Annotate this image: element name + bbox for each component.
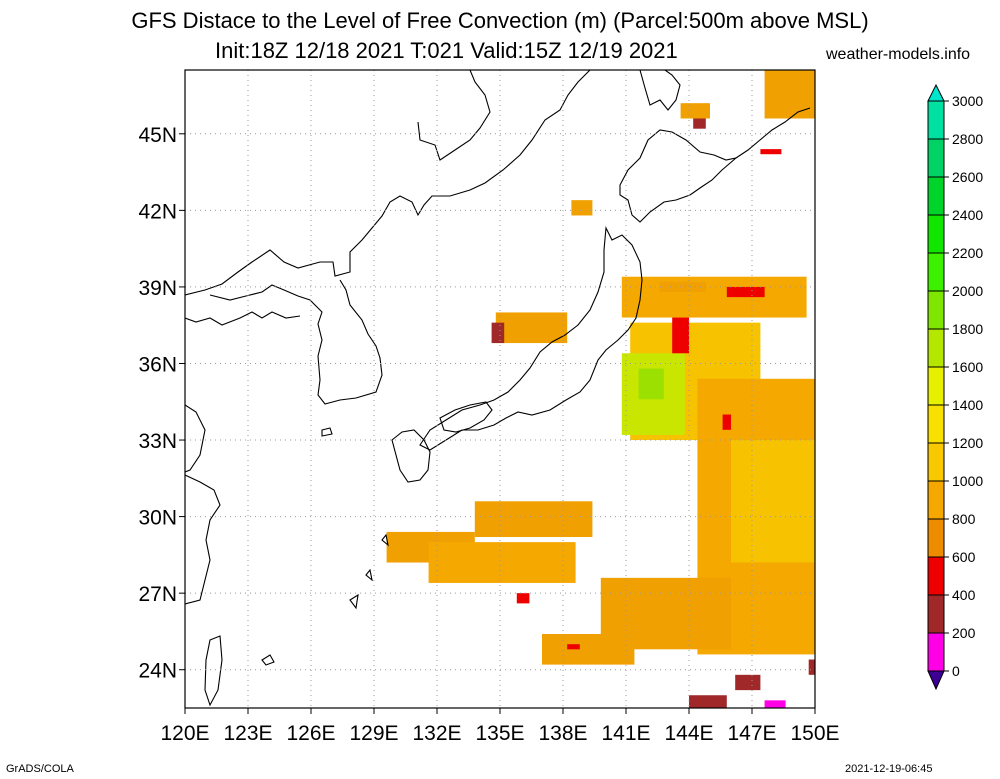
colorbar-label: 0: [952, 663, 960, 679]
lon-tick-label: 138E: [538, 722, 587, 745]
chart-subtitle: Init:18Z 12/18 2021 T:021 Valid:15Z 12/1…: [215, 38, 678, 63]
colorbar-label: 1200: [952, 435, 983, 451]
field-cell-500: [722, 414, 731, 430]
colorbar-segment: [927, 518, 945, 558]
colorbar-segment: [927, 366, 945, 406]
colorbar-label: 2600: [952, 169, 983, 185]
colorbar-segment: [927, 556, 945, 596]
lat-tick-label: 36N: [138, 353, 177, 376]
colorbar-segment: [927, 442, 945, 482]
footer-software: GrADS/COLA: [6, 763, 74, 775]
field-cell-300: [693, 118, 706, 129]
colorbar-label: 1800: [952, 321, 983, 337]
colorbar-top-arrow: [927, 83, 945, 102]
field-cell-1200: [731, 440, 815, 563]
field-cell-1000: [428, 542, 576, 583]
lat-tick-label: 42N: [138, 200, 177, 223]
lon-tick-label: 141E: [601, 722, 650, 745]
field-cell-100: [764, 700, 786, 708]
colorbar-segment: [927, 138, 945, 178]
colorbar-segment: [927, 480, 945, 520]
lat-tick-label: 30N: [138, 507, 177, 530]
colorbar: 3000280026002400220020001800160014001200…: [927, 83, 983, 691]
colorbar-segment: [927, 404, 945, 444]
lon-tick-label: 123E: [223, 722, 272, 745]
lon-tick-label: 132E: [412, 722, 461, 745]
lon-tick-label: 150E: [790, 722, 839, 745]
colorbar-segment: [927, 252, 945, 292]
colorbar-label: 1600: [952, 359, 983, 375]
colorbar-segment: [927, 594, 945, 634]
field-cell-900: [495, 312, 568, 344]
colorbar-label: 400: [952, 587, 976, 603]
colorbar-segment: [927, 214, 945, 254]
field-cell-1000: [621, 276, 807, 318]
lat-axis: 45N 42N 39N 36N 33N 30N 27N 24N: [138, 124, 185, 683]
field-cell-300: [491, 322, 505, 344]
lon-tick-label: 144E: [664, 722, 713, 745]
colorbar-segment: [927, 632, 945, 672]
field-cell-900: [474, 501, 593, 538]
field-cell-300: [808, 659, 815, 675]
graticule: [185, 70, 815, 708]
lon-tick-label: 129E: [349, 722, 398, 745]
lat-tick-label: 27N: [138, 583, 177, 606]
field-cell-500: [516, 593, 530, 604]
colorbar-bottom-arrow: [927, 670, 945, 691]
colorbar-segment: [927, 290, 945, 330]
field-cell-300: [735, 674, 761, 691]
field-cell-900: [680, 103, 710, 119]
field-cell-500: [567, 644, 580, 650]
lon-tick-label: 135E: [475, 722, 524, 745]
colorbar-label: 2200: [952, 245, 983, 261]
colorbar-segment: [927, 176, 945, 216]
field-layer: [386, 70, 815, 708]
colorbar-label: 800: [952, 511, 976, 527]
lat-tick-label: 33N: [138, 430, 177, 453]
colorbar-label: 1000: [952, 473, 983, 489]
colorbar-label: 600: [952, 549, 976, 565]
colorbar-segment: [927, 328, 945, 368]
field-cell-300: [689, 695, 727, 708]
colorbar-label: 2400: [952, 207, 983, 223]
field-cell-900: [542, 633, 635, 665]
colorbar-segment: [927, 100, 945, 140]
field-cell-900: [764, 70, 815, 119]
field-cell-900: [571, 200, 593, 216]
colorbar-label: 1400: [952, 397, 983, 413]
field-cell-500: [672, 317, 689, 354]
lat-tick-label: 24N: [138, 660, 177, 683]
lon-tick-label: 126E: [286, 722, 335, 745]
lon-tick-label: 120E: [160, 722, 209, 745]
colorbar-label: 3000: [952, 93, 983, 109]
field-cell-900: [659, 281, 706, 293]
lat-tick-label: 45N: [138, 124, 177, 147]
lat-tick-label: 39N: [138, 277, 177, 300]
colorbar-label: 2800: [952, 131, 983, 147]
footer-timestamp: 2021-12-19-06:45: [845, 763, 933, 775]
colorbar-label: 200: [952, 625, 976, 641]
colorbar-label: 2000: [952, 283, 983, 299]
lon-axis: 120E 123E 126E 129E 132E 135E 138E 141E 144E 147E…: [160, 708, 840, 745]
field-cell-1700: [638, 368, 664, 400]
lon-tick-label: 147E: [727, 722, 776, 745]
field-cell-500: [760, 149, 782, 155]
field-cell-500: [726, 286, 765, 298]
chart-title: GFS Distace to the Level of Free Convect…: [131, 8, 869, 33]
site-label: weather-models.info: [826, 46, 971, 63]
